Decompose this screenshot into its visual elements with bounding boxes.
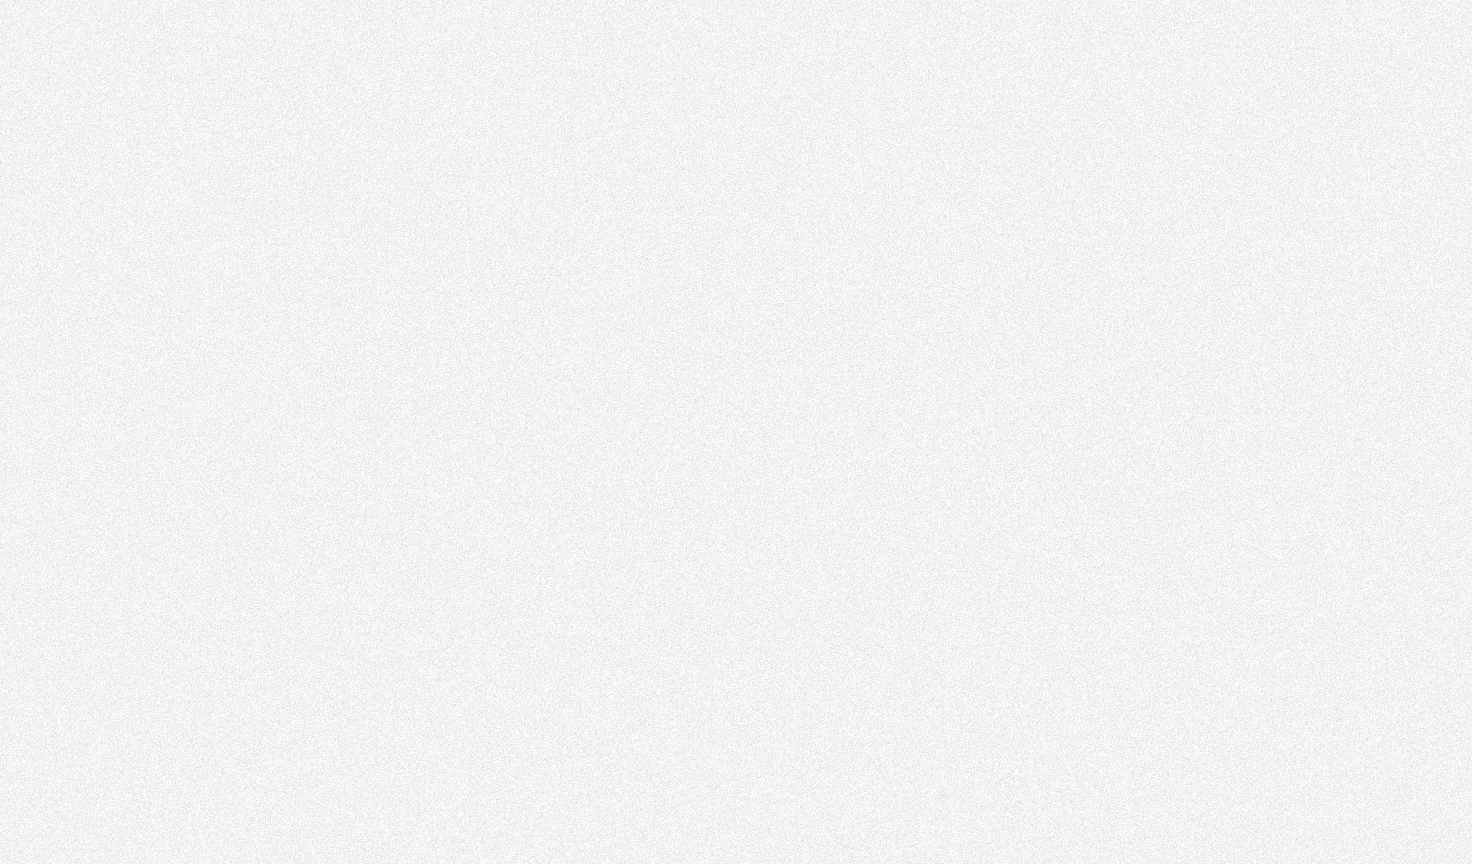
Text: D: D [280, 46, 316, 88]
Text: 1 m: 1 m [437, 176, 490, 203]
Text: – 300 kg: – 300 kg [331, 494, 486, 529]
Text: – 600 kg: – 600 kg [595, 677, 751, 711]
Text: B: B [942, 46, 977, 88]
Text: Shearing Force Diagram: Shearing Force Diagram [527, 816, 1060, 854]
Text: A: A [1273, 46, 1306, 88]
Text: C: C [612, 46, 645, 88]
Text: 1 m: 1 m [767, 176, 820, 203]
Text: 1 m: 1 m [1098, 176, 1151, 203]
Polygon shape [297, 147, 1289, 734]
Text: – 100 kg: – 100 kg [82, 350, 237, 384]
